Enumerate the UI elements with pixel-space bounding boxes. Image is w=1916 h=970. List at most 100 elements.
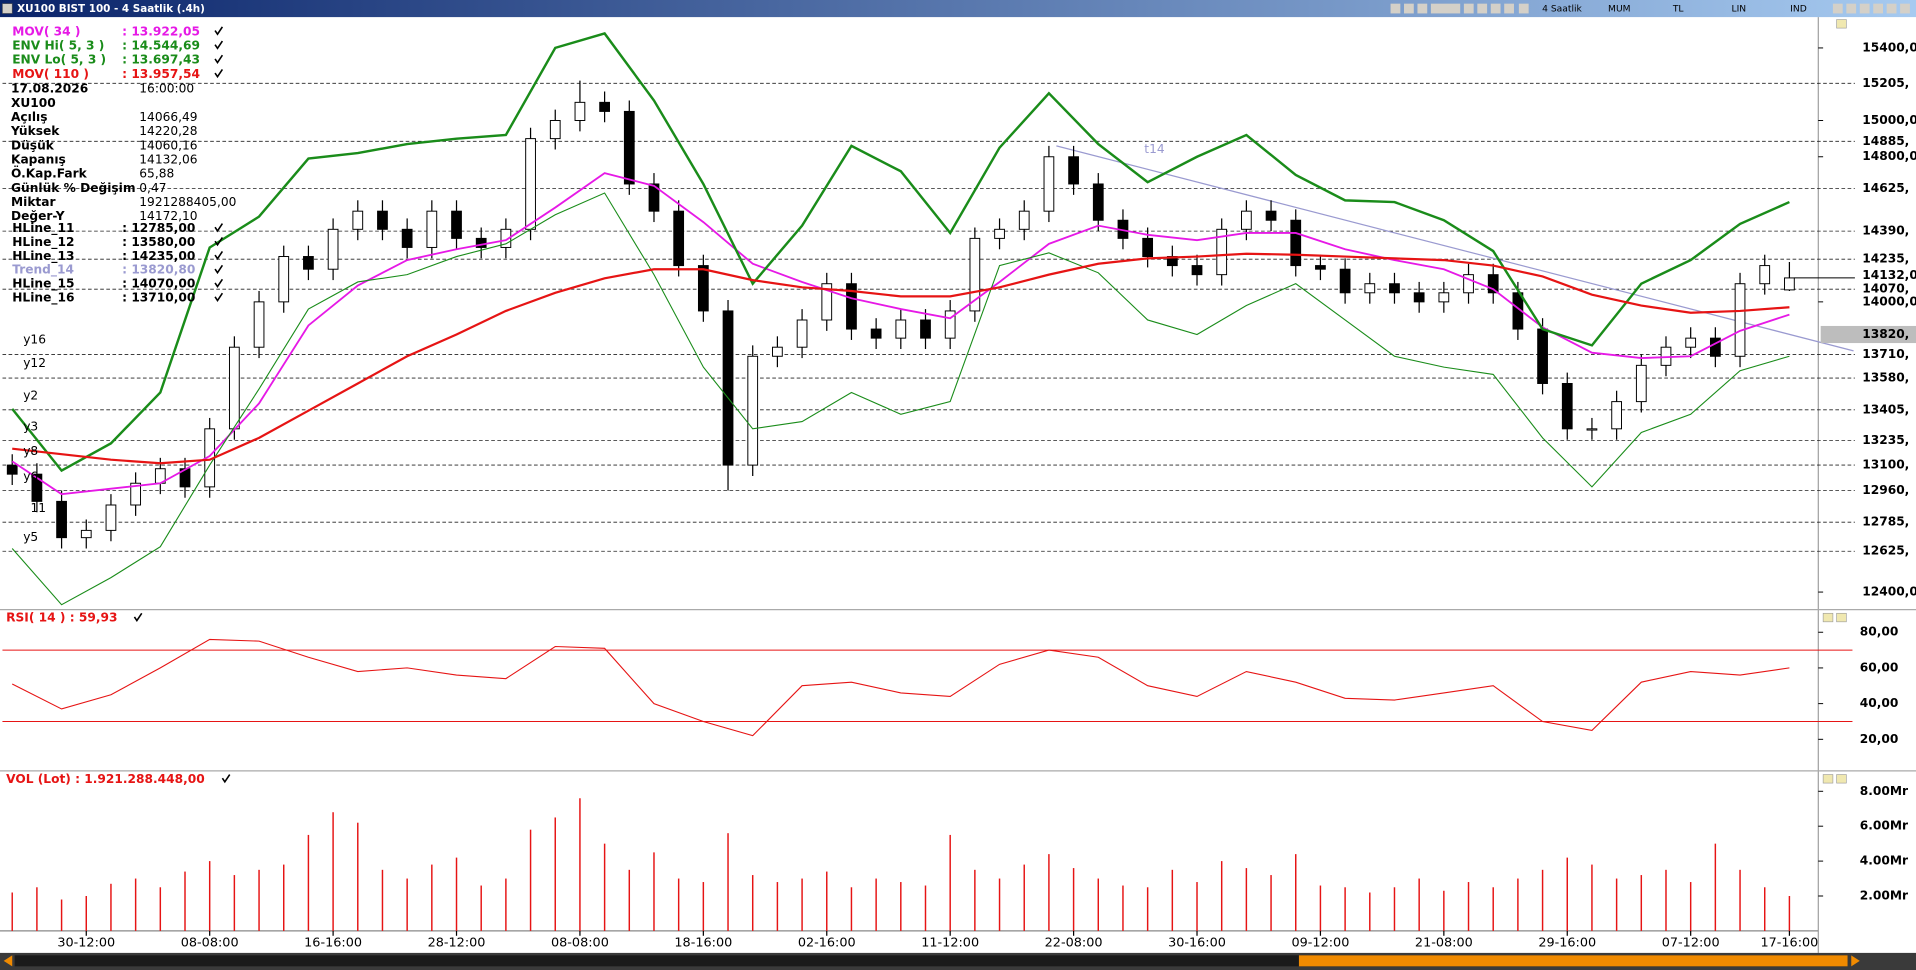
x-tick-label: 02-16:00: [798, 936, 856, 951]
info-value: 14220,28: [139, 124, 197, 138]
candle-body: [377, 210, 388, 230]
indicator-line: [12, 252, 1790, 465]
rsi-line: [11, 638, 1790, 737]
tool-button[interactable]: [1430, 3, 1461, 14]
window-button[interactable]: [1846, 3, 1857, 14]
candle-body: [1487, 274, 1499, 294]
x-tick-label: 08-08:00: [181, 936, 239, 951]
hline-legend-value: : 13710,00: [122, 291, 195, 305]
check-icon: [214, 264, 224, 275]
candle-body: [451, 210, 462, 239]
candle-body: [599, 101, 610, 112]
price-plot: [2, 32, 1855, 606]
candle-body: [56, 500, 67, 539]
line-annotation: y5: [23, 530, 38, 544]
y-tick-label: 6.00Mr: [1860, 819, 1908, 833]
indicator-line: [11, 32, 1790, 473]
candle-body: [969, 237, 981, 312]
check-icon: [214, 292, 224, 302]
info-value: 14172,10: [139, 209, 197, 223]
hline-label: 12960,: [1862, 483, 1909, 497]
panel-button[interactable]: [1836, 774, 1847, 784]
candle-body: [31, 473, 43, 502]
candle-body: [426, 210, 438, 248]
scroll-right[interactable]: [1851, 955, 1860, 967]
y-tick-label: 2.00Mr: [1860, 889, 1908, 903]
tool-button[interactable]: [1477, 3, 1488, 14]
toolbar-label: MUM: [1608, 4, 1631, 15]
info-value: 16:00:00: [139, 82, 194, 96]
info-value: 0,47: [139, 181, 166, 195]
candle-body: [278, 256, 290, 303]
check-icon: [214, 223, 224, 233]
candle-body: [673, 210, 685, 267]
candle-body: [697, 265, 709, 312]
x-tick-label: 30-12:00: [57, 936, 115, 951]
y-tick-label: 15000,00: [1862, 113, 1916, 127]
candle-body: [1438, 292, 1450, 303]
window-button[interactable]: [1873, 3, 1884, 14]
window-button[interactable]: [1859, 3, 1870, 14]
hline-legend-value: : 14235,00: [122, 249, 195, 263]
y-tick-label: 80,00: [1860, 625, 1899, 639]
tool-button[interactable]: [1390, 3, 1401, 14]
scroll-thumb[interactable]: [1298, 955, 1848, 967]
legend-name: ENV Lo( 5, 3 ): [12, 53, 106, 67]
candle-body: [1265, 210, 1277, 221]
x-tick-label: 17-16:00: [1760, 936, 1818, 951]
check-icon: [133, 612, 143, 623]
tool-button[interactable]: [1504, 3, 1514, 14]
tool-button[interactable]: [1518, 3, 1529, 14]
check-icon: [214, 250, 224, 261]
legend-value: : 13.697,43: [122, 53, 200, 67]
hline-legend-name: Trend_14: [12, 263, 74, 278]
hline-label: 13580,: [1862, 371, 1909, 385]
panel-button[interactable]: [1822, 612, 1834, 623]
y-tick-label: 8.00Mr: [1860, 784, 1908, 798]
hline-legend-value: : 12785,00: [122, 221, 195, 235]
line-annotation: y3: [23, 420, 38, 434]
window-icon[interactable]: [2, 3, 13, 14]
window-button[interactable]: [1900, 3, 1910, 14]
check-icon: [221, 774, 231, 784]
y-tick-label: 20,00: [1860, 732, 1899, 746]
candle-body: [1784, 277, 1795, 291]
window-button[interactable]: [1886, 3, 1897, 14]
tool-button[interactable]: [1417, 3, 1428, 14]
candle-body: [1389, 283, 1400, 294]
info-label: Değer-Y: [11, 209, 65, 223]
candle-body: [846, 283, 857, 330]
panel-button[interactable]: [1836, 19, 1847, 29]
candle-body: [1315, 265, 1326, 270]
hline-label: 13235,: [1862, 433, 1909, 447]
candle-body: [1043, 156, 1055, 212]
candle-body: [401, 228, 413, 248]
candle-body: [747, 355, 759, 466]
candle-body: [253, 301, 265, 348]
trend-axis-box: [1820, 325, 1916, 344]
hline-legend-value: : 13580,00: [122, 235, 195, 249]
tool-button[interactable]: [1463, 3, 1474, 14]
scroll-track[interactable]: [14, 955, 1848, 967]
info-label: Kapanış: [11, 153, 66, 167]
panel-button[interactable]: [1836, 612, 1847, 623]
window-button[interactable]: [1832, 3, 1843, 14]
info-value: 65,88: [139, 167, 174, 181]
scroll-left[interactable]: [3, 955, 13, 967]
y-tick-label: 12400,00: [1862, 585, 1916, 599]
hline-label: 13405,: [1862, 402, 1909, 416]
panel-button[interactable]: [1822, 774, 1834, 784]
check-icon: [214, 278, 224, 289]
tool-button[interactable]: [1404, 3, 1414, 14]
candle-body: [1463, 274, 1474, 294]
legend-value: : 14.544,69: [122, 38, 200, 52]
y-tick-label: 4.00Mr: [1860, 854, 1908, 868]
tool-button[interactable]: [1490, 3, 1501, 14]
info-label: Ö.Kap.Fark: [11, 166, 88, 181]
candle-body: [228, 346, 240, 430]
candle-body: [920, 319, 931, 339]
legend-name: ENV Hi( 5, 3 ): [12, 38, 104, 52]
